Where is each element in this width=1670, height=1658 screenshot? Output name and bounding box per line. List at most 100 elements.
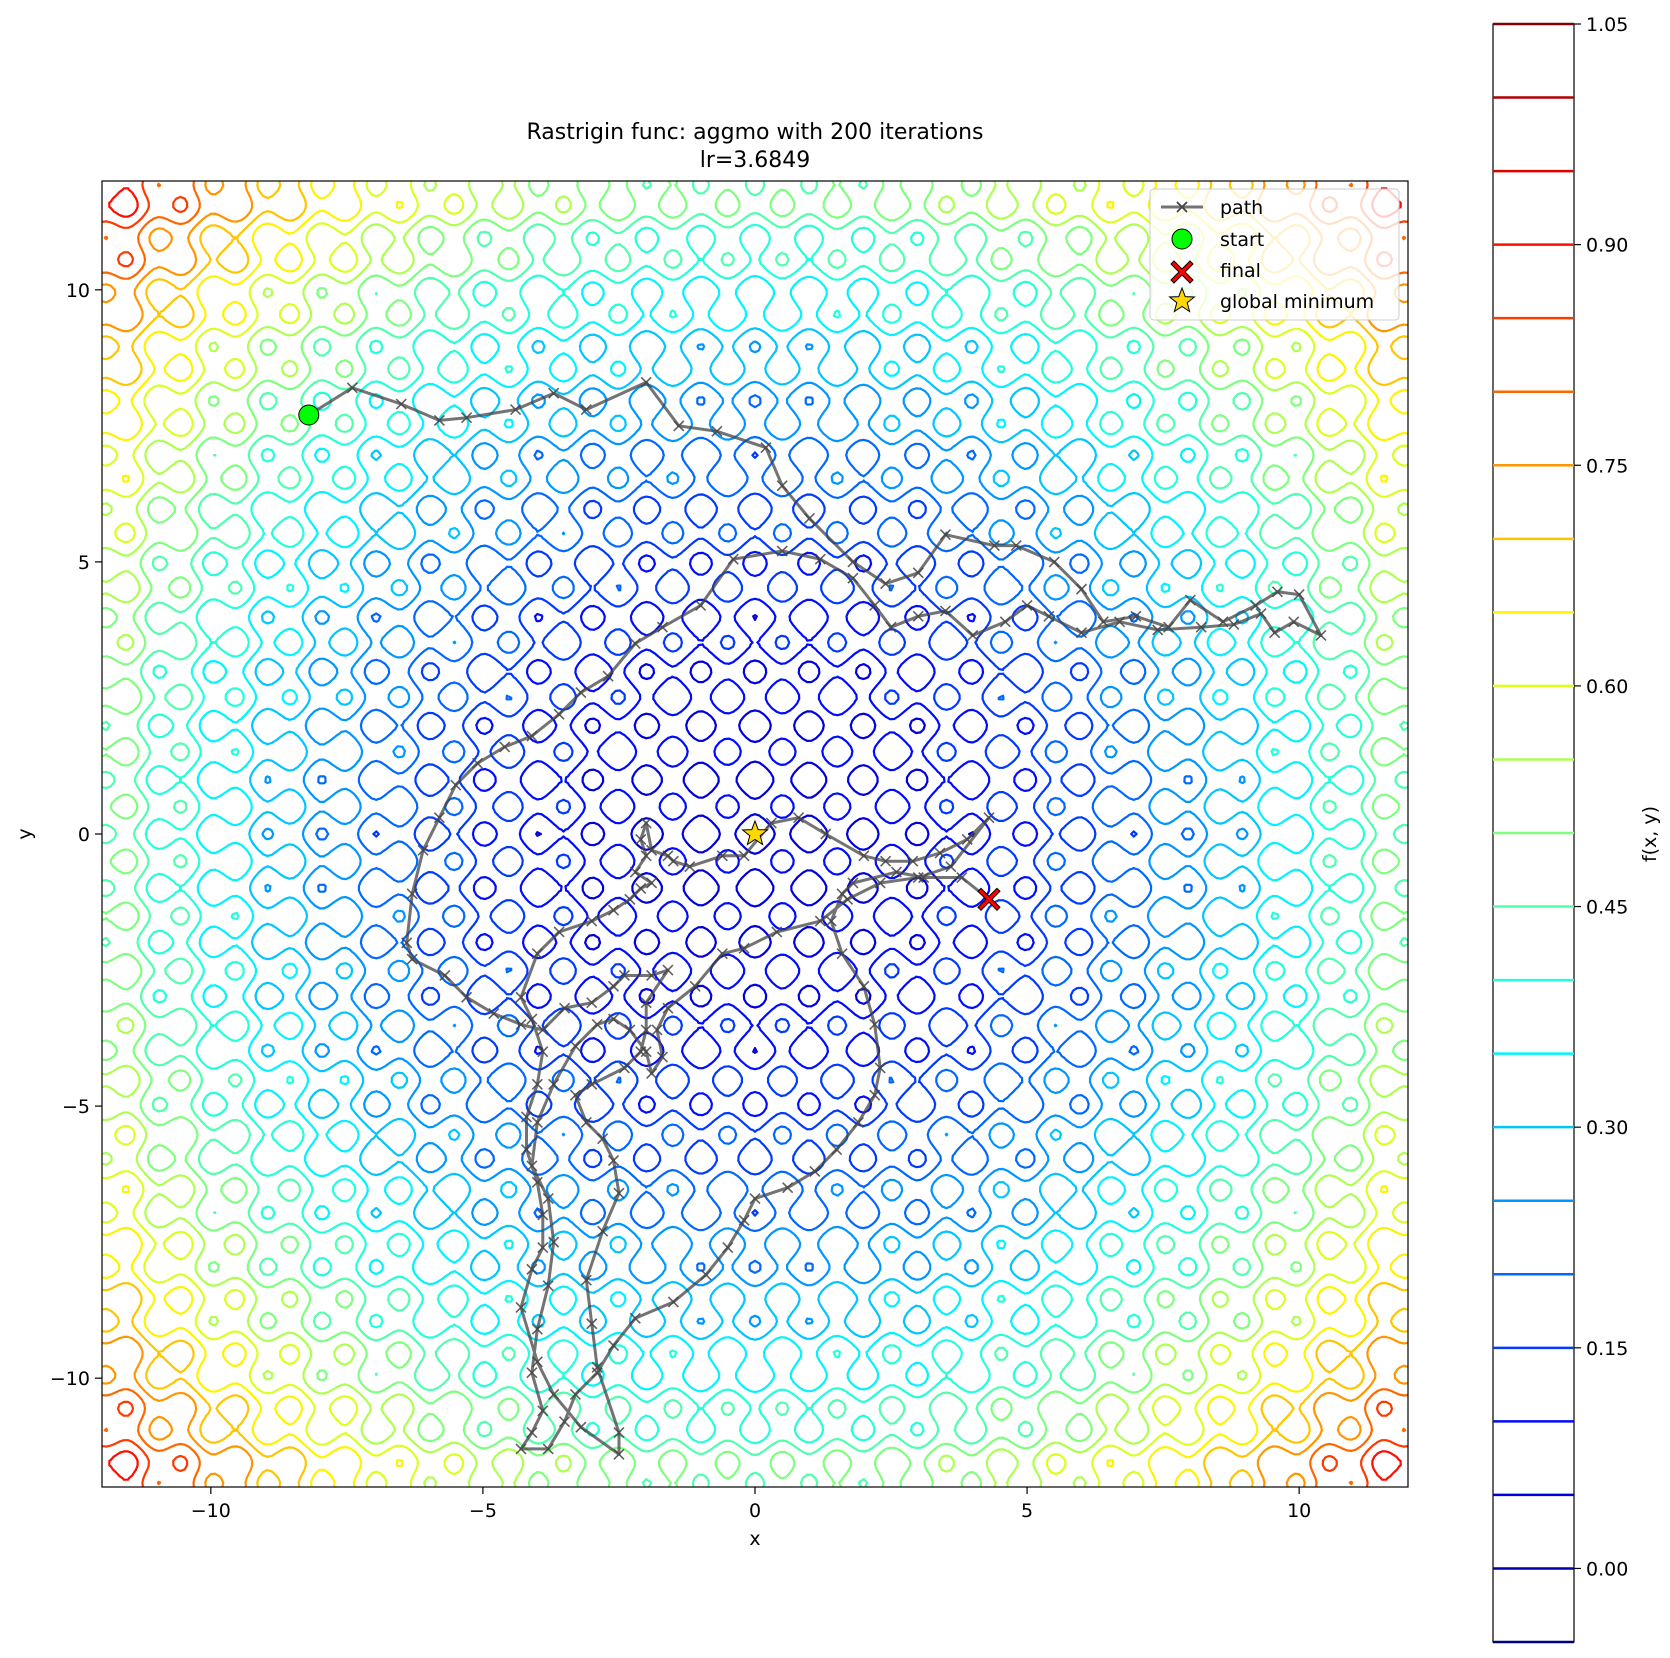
path-point [395, 398, 407, 410]
path-point [569, 1089, 581, 1101]
path-point [401, 937, 413, 949]
path-point [591, 1367, 603, 1379]
legend-label-path: path [1220, 197, 1263, 219]
path-point [869, 1018, 881, 1031]
path-point [1250, 599, 1262, 612]
path-point [646, 1067, 658, 1079]
path-point [575, 686, 587, 699]
path-point [542, 1193, 554, 1205]
x-tick-label: 5 [1021, 1500, 1033, 1522]
path-point [526, 730, 538, 742]
chart-title: Rastrigin func: aggmo with 200 iteration… [526, 120, 983, 145]
path-point [934, 847, 946, 859]
path-point [869, 599, 881, 612]
path-point [880, 855, 892, 867]
legend-box [1149, 188, 1400, 321]
path-point [776, 545, 788, 557]
path-point [792, 812, 805, 824]
colorbar-tick-label: 0.90 [1586, 235, 1628, 257]
colorbar-level-lines [1493, 22, 1574, 1644]
x-tick-label: 0 [749, 1500, 761, 1522]
path-point [629, 637, 641, 650]
path-point [542, 1443, 554, 1455]
path-point [1271, 586, 1283, 598]
path-point [433, 414, 445, 426]
contour-lines [102, 181, 1408, 1487]
path-point [809, 1165, 821, 1177]
path-point [537, 1046, 549, 1058]
path-point [749, 1193, 761, 1205]
path-point [613, 1427, 625, 1439]
path-point [526, 1160, 538, 1172]
path-point [825, 915, 837, 927]
path-point [607, 1013, 620, 1025]
path-point [673, 420, 685, 432]
path-point [558, 1416, 571, 1428]
colorbar-tick-label: 0.45 [1586, 897, 1628, 919]
path-point [667, 1296, 679, 1308]
contour-level-5 [315, 394, 1195, 1274]
path-point [531, 1116, 543, 1128]
legend: path start final global minimum [1149, 188, 1400, 321]
path-point [782, 1182, 794, 1194]
path-point [531, 948, 543, 960]
path-point [890, 866, 903, 878]
path-point [607, 980, 620, 992]
path-point [1184, 594, 1196, 606]
path-point [874, 877, 886, 889]
x-tick-label: −10 [191, 1500, 231, 1522]
x-axis-ticks: −10 −5 0 5 10 [191, 1487, 1311, 1522]
path-point [1217, 616, 1229, 628]
colorbar-tick-label: 0.00 [1586, 1558, 1628, 1580]
path-point [531, 1078, 543, 1090]
path-point [433, 812, 445, 824]
optimization-path [303, 376, 1327, 1460]
path-point [575, 1421, 587, 1433]
path-point [537, 1209, 549, 1221]
path-point [558, 1002, 571, 1014]
colorbar-ticks: 0.00 0.15 0.30 0.45 0.60 0.75 0.90 1.05 [1574, 14, 1628, 1580]
path-point [689, 980, 701, 992]
path-point [537, 1242, 549, 1254]
path-point [1288, 616, 1300, 628]
path-point [548, 387, 560, 399]
path-point [918, 871, 930, 884]
path-point [1293, 589, 1305, 601]
path-point [553, 926, 565, 938]
path-point [537, 1024, 549, 1036]
final-marker [977, 887, 1001, 912]
path-point [488, 1008, 500, 1020]
path-point [836, 888, 848, 900]
contour-level-8 [195, 274, 1315, 1394]
path-point [814, 553, 826, 565]
path-point [803, 512, 815, 524]
legend-entry-final: final [1170, 260, 1261, 284]
path-point [983, 812, 995, 824]
path-point [515, 991, 527, 1003]
path-point [727, 553, 739, 565]
path-point [722, 1242, 734, 1254]
path-point [526, 1013, 538, 1025]
path-point [1043, 610, 1055, 622]
path-point [847, 572, 859, 584]
path-point [461, 412, 473, 424]
contour-level-4 [372, 451, 1138, 1217]
contour-level-11 [102, 181, 1408, 1487]
contour-level-9 [144, 223, 1366, 1445]
contour-level-19 [108, 187, 1402, 1481]
path-point [618, 969, 630, 982]
path-point [1315, 629, 1327, 641]
path-point [461, 991, 473, 1003]
path-point [912, 567, 924, 579]
path-point [880, 578, 892, 590]
path-point [439, 969, 451, 982]
path-point [651, 1024, 663, 1036]
path-point [607, 1154, 620, 1167]
path-point [1130, 610, 1142, 622]
path-point [956, 871, 968, 884]
path-point [526, 1427, 538, 1439]
path-point [820, 828, 832, 840]
path-point [836, 948, 848, 960]
path-point [1097, 616, 1109, 628]
path-point [526, 1263, 538, 1275]
